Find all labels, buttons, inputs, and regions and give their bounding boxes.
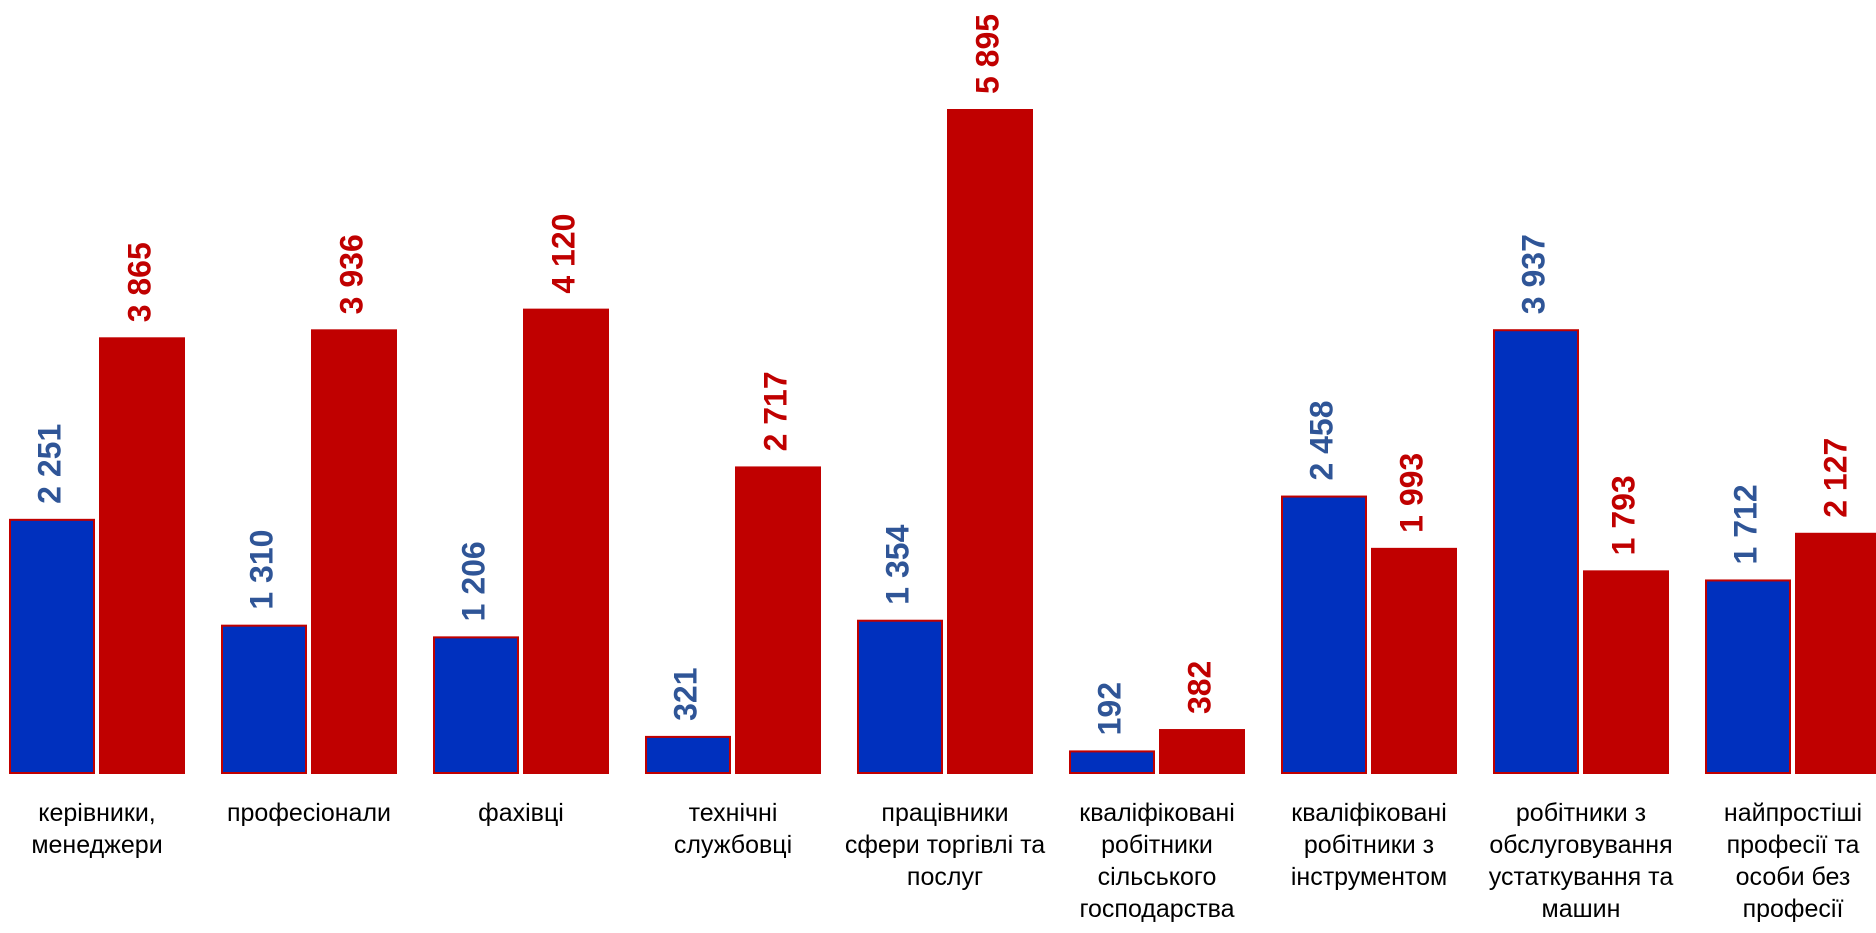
category-label-line: кваліфіковані	[1291, 799, 1447, 827]
value-label-s2-c9: 2 127	[1817, 438, 1853, 518]
bar-s1-c7	[1281, 495, 1367, 774]
value-label-s1-c9: 1 712	[1727, 484, 1763, 564]
category-label-1: керівники, менеджери	[31, 799, 162, 859]
category-label-2: професіонали	[227, 799, 391, 827]
category-label-line: робітники з	[1304, 831, 1434, 859]
value-label-s2-c1: 3 865	[121, 242, 157, 322]
value-label-s2-c5: 5 895	[969, 14, 1005, 94]
category-label-4: технічні службовці	[674, 799, 792, 859]
value-label-s1-c8: 3 937	[1515, 234, 1551, 314]
category-label-line: професіонали	[227, 799, 391, 827]
bar-s1-c9	[1705, 579, 1791, 775]
value-label-s2-c3: 4 120	[545, 214, 581, 294]
category-label-line: керівники,	[38, 799, 155, 827]
value-label-s2-c6: 382	[1181, 661, 1217, 714]
value-label-s2-c2: 3 936	[333, 234, 369, 314]
bar-s2-c8	[1583, 570, 1669, 775]
category-label-line: фахівці	[478, 799, 564, 827]
bar-s2-c9	[1795, 532, 1876, 774]
value-label-s1-c6: 192	[1091, 682, 1127, 735]
category-label-3: фахівці	[478, 799, 564, 827]
bar-s1-c4	[645, 735, 731, 774]
bar-s2-c6	[1159, 729, 1245, 775]
category-label-line: службовці	[674, 831, 792, 859]
value-labels-group: 2 251 3 865 1 310 3 936 1 206 4 120 321 2 717 1 …	[31, 14, 1853, 735]
bar-s1-c6	[1069, 750, 1155, 775]
category-label-line: професії та	[1727, 831, 1860, 859]
category-label-line: обслуговування	[1489, 831, 1672, 859]
bar-s1-c5	[857, 619, 943, 775]
category-label-line: послуг	[907, 863, 983, 891]
category-label-9: найпростіші професії та особи без професії	[1724, 799, 1862, 923]
category-label-line: устаткування та	[1489, 863, 1674, 891]
category-label-line: інструментом	[1291, 863, 1447, 891]
bar-s2-c4	[735, 466, 821, 774]
category-label-line: машин	[1542, 895, 1621, 923]
category-label-5: працівники сфери торгівлі та послуг	[845, 799, 1045, 891]
bar-s2-c2	[311, 329, 397, 774]
category-label-line: сфери торгівлі та	[845, 831, 1045, 859]
bar-s2-c3	[523, 308, 609, 774]
category-label-line: працівники	[881, 799, 1008, 827]
value-label-s2-c4: 2 717	[757, 371, 793, 451]
bar-s2-c1	[99, 337, 185, 774]
category-labels-group: керівники, менеджери професіонали фахівці те…	[31, 799, 1862, 923]
category-label-line: професії	[1743, 895, 1844, 923]
value-label-s1-c5: 1 354	[879, 524, 915, 604]
value-label-s1-c3: 1 206	[455, 541, 491, 621]
category-label-line: господарства	[1079, 895, 1234, 923]
value-label-s1-c2: 1 310	[243, 530, 279, 610]
value-label-s1-c4: 321	[667, 668, 703, 721]
bar-s2-c5	[947, 109, 1033, 774]
bar-s1-c2	[221, 624, 307, 775]
category-label-7: кваліфіковані робітники з інструментом	[1291, 799, 1447, 891]
category-label-line: робітники з	[1516, 799, 1646, 827]
category-label-line: менеджери	[31, 831, 162, 859]
bar-s1-c8	[1493, 329, 1579, 774]
value-label-s1-c7: 2 458	[1303, 400, 1339, 480]
category-label-line: особи без	[1736, 863, 1851, 891]
bar-s1-c1	[9, 518, 95, 775]
value-label-s1-c1: 2 251	[31, 424, 67, 504]
bar-s1-c3	[433, 636, 519, 774]
value-label-s2-c8: 1 793	[1605, 475, 1641, 555]
bars-group	[9, 109, 1876, 775]
category-label-6: кваліфіковані робітники сільського господар…	[1079, 799, 1235, 923]
category-label-line: робітники	[1101, 831, 1213, 859]
category-label-line: кваліфіковані	[1079, 799, 1235, 827]
value-label-s2-c7: 1 993	[1393, 453, 1429, 533]
bar-s2-c7	[1371, 547, 1457, 774]
category-label-line: найпростіші	[1724, 799, 1862, 827]
category-label-line: сільського	[1098, 863, 1217, 891]
category-label-line: технічні	[689, 799, 778, 827]
category-label-8: робітники з обслуговування устаткування та…	[1489, 799, 1674, 923]
